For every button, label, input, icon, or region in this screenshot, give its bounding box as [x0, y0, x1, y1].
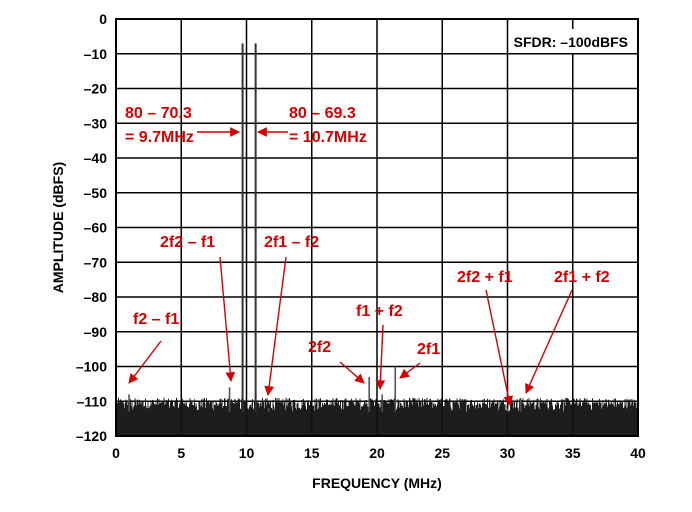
y-tick-label: –50 — [84, 185, 108, 201]
annotation-arrow — [128, 340, 162, 384]
x-tick-label: 10 — [239, 445, 255, 461]
annotation-label: 80 – 69.3 — [289, 105, 356, 122]
annotation-label: 2f2 + f1 — [457, 269, 513, 286]
annotation-label: = 10.7MHz — [289, 129, 367, 146]
x-tick-label: 15 — [304, 445, 320, 461]
x-tick-label: 35 — [565, 445, 581, 461]
x-tick-label: 20 — [369, 445, 385, 461]
annotation-arrow — [525, 289, 573, 394]
annotation-label: 2f1 + f2 — [554, 269, 610, 286]
annotation-arrow — [339, 361, 365, 384]
annotation-arrow — [375, 324, 386, 390]
y-tick-label: –40 — [84, 150, 108, 166]
y-tick-label: –90 — [84, 324, 108, 340]
axes: 0 5 10 15 20 25 30 35 40 0 –10 –20 –30 –40 –50 –60 –70 –8… — [76, 11, 646, 461]
x-tick-label: 40 — [630, 445, 646, 461]
x-tick-label: 30 — [500, 445, 516, 461]
y-tick-label: –120 — [76, 428, 107, 444]
sfdr-box-background — [517, 29, 632, 53]
sfdr-box: SFDR: –100dBFS — [514, 29, 632, 53]
annotation-label: 2f2 — [308, 339, 331, 356]
annotation-label: 2f1 — [417, 341, 440, 358]
sfdr-label: SFDR: –100dBFS — [514, 34, 628, 50]
y-tick-label: 0 — [99, 11, 107, 27]
y-tick-label: –100 — [76, 359, 107, 375]
y-tick-label: –60 — [84, 220, 108, 236]
y-axis-label: AMPLITUDE (dBFS) — [50, 162, 66, 293]
x-tick-label: 25 — [434, 445, 450, 461]
annotations: 80 – 70.3 = 9.7MHz 80 – 69.3 = 10.7MHz 2f2 –… — [125, 105, 610, 406]
annotation-label: 2f1 – f2 — [264, 234, 319, 251]
plot-frame — [115, 18, 639, 437]
y-tick-label: –70 — [84, 254, 108, 270]
annotation-arrow — [485, 289, 513, 406]
spectrum-trace — [116, 43, 637, 435]
annotation-arrow — [399, 362, 421, 379]
y-tick-label: –10 — [84, 46, 108, 62]
annotation-arrow — [219, 256, 236, 382]
noise-floor — [116, 397, 637, 435]
annotation-label: = 9.7MHz — [125, 129, 194, 146]
annotation-label: 80 – 70.3 — [125, 105, 192, 122]
y-tick-label: –80 — [84, 289, 108, 305]
annotation-arrow — [264, 256, 287, 396]
y-tick-label: –20 — [84, 81, 108, 97]
annotation-label: 2f2 – f1 — [160, 234, 215, 251]
y-tick-label: –110 — [77, 393, 108, 409]
x-axis-label: FREQUENCY (MHz) — [312, 475, 442, 491]
annotation-label: f1 + f2 — [356, 303, 403, 320]
x-tick-label: 5 — [177, 445, 185, 461]
y-tick-label: –30 — [84, 115, 108, 131]
x-tick-label: 0 — [112, 445, 120, 461]
grid — [115, 18, 639, 437]
annotation-label: f2 – f1 — [133, 311, 179, 328]
